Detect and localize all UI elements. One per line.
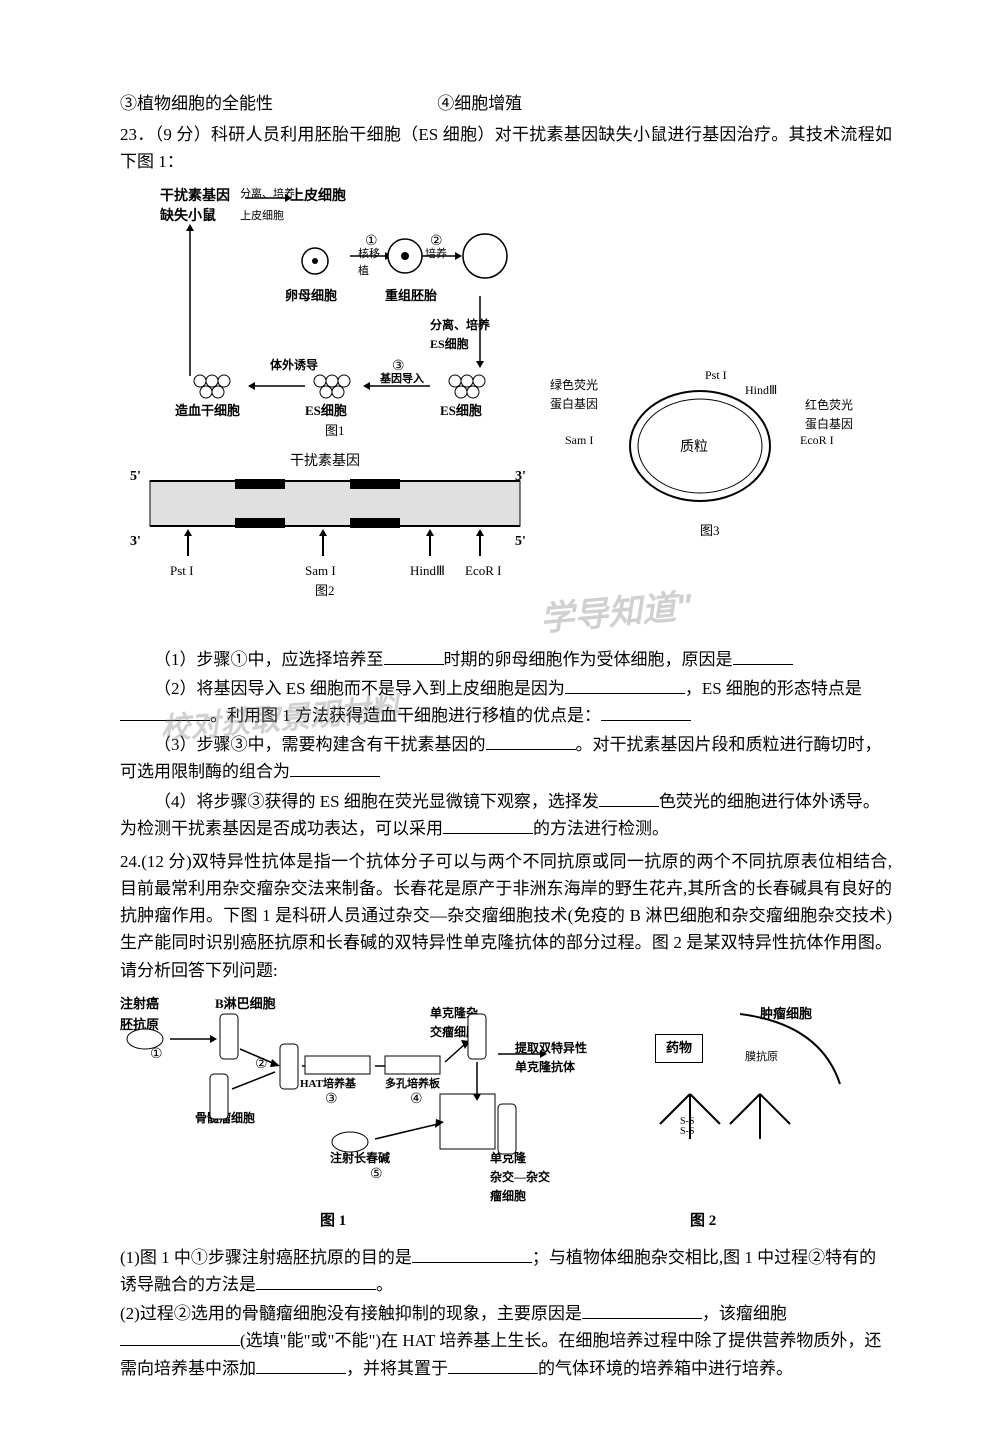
diagram1-container: 干扰素基因 缺失小鼠 上皮细胞 分离、培养 上皮细胞 ① 核移植 ② 培养 卵母… <box>120 186 892 636</box>
diagram2-container: 注射癌胚抗原 B淋巴细胞 ① ② 骨髓瘤细胞 HAT培养基 ③ 多孔培养板 ④ … <box>120 994 892 1234</box>
samI-2: Sam I <box>565 431 593 450</box>
d2-step3: ③ <box>325 1089 338 1111</box>
svg-text:S-S: S-S <box>680 1116 694 1127</box>
b-lymph: B淋巴细胞 <box>215 994 276 1015</box>
fig2-label-d2: 图 2 <box>690 1209 716 1233</box>
tumor-cell: 肿瘤细胞 <box>760 1004 812 1025</box>
label-epithelial-top: 上皮细胞 <box>290 186 346 208</box>
red-fluor: 红色荧光蛋白基因 <box>805 396 853 434</box>
in-vitro: 体外诱导 <box>270 356 318 375</box>
C: C <box>390 486 398 505</box>
hindIII: HindⅢ <box>410 561 445 582</box>
q24-sub1c: 。 <box>376 1275 393 1294</box>
d2-step2: ② <box>255 1054 268 1076</box>
mono-h2: 单克隆杂交—杂交瘤细胞 <box>490 1149 550 1207</box>
culture2: 培养 <box>425 246 447 264</box>
q23-sub3: （3）步骤③中，需要构建含有干扰素基因的。对干扰素基因片段和质粒进行酶切时，可选… <box>120 731 892 785</box>
samI: Sam I <box>305 561 336 582</box>
label-epithelial-left: 上皮细胞 <box>240 208 284 226</box>
es-cell-1: ES细胞 <box>305 401 347 422</box>
interferon-gene: 干扰素基因 <box>290 451 360 473</box>
q24-intro: 24.(12 分)双特异性抗体是指一个抗体分子可以与两个不同抗原或同一抗原的两个… <box>120 848 892 984</box>
q23-sub4: （4）将步骤③获得的 ES 细胞在荧光显微镜下观察，选择发色荧光的细胞进行体外诱… <box>120 788 892 842</box>
q24-sub2d: ，并将其置于 <box>346 1359 448 1378</box>
fig1-label: 图1 <box>325 421 345 442</box>
inject-cancer: 注射癌胚抗原 <box>120 994 159 1036</box>
q24-sub2e: 的气体环境的培养箱中进行培养。 <box>538 1359 793 1378</box>
green-fluor: 绿色荧光蛋白基因 <box>550 376 598 414</box>
mono-hybrid: 单克隆杂交瘤细胞 <box>430 1004 478 1042</box>
t-interferon: 干扰素基因 <box>160 189 230 204</box>
page-content: ③植物细胞的全能性 ④细胞增殖 23．（9 分）科研人员利用胚胎干细胞（ES 细… <box>120 90 892 1382</box>
watermark1: 学导知道" <box>538 579 694 646</box>
q23-sub3a: （3）步骤③中，需要构建含有干扰素基因的 <box>154 735 486 754</box>
q23-sub1a: （1）步骤①中，应选择培养至 <box>154 650 384 669</box>
q24-sub1a: (1)图 1 中①步骤注射癌胚抗原的目的是 <box>120 1248 412 1267</box>
3p-l: 3' <box>130 531 141 553</box>
sep-es: 分离、培养ES细胞 <box>430 316 490 354</box>
svg-text:质粒: 质粒 <box>680 439 708 455</box>
q23-sub2c: 。利用图 1 方法获得造血干细胞进行移植的优点是： <box>210 706 601 725</box>
D: D <box>390 504 399 523</box>
3p-r: 3' <box>515 466 526 488</box>
svg-text:S-S: S-S <box>680 1126 694 1137</box>
plasmid-diagram: 质粒 <box>560 356 820 544</box>
myeloma: 骨髓瘤细胞 <box>195 1109 255 1128</box>
q23-sub2: （2）将基因导入 ES 细胞而不是导入到上皮细胞是因为 ，ES 细胞的形态特点是。… <box>120 675 892 729</box>
membrane-ag: 膜抗原 <box>745 1049 778 1067</box>
5p-r: 5' <box>515 531 526 553</box>
q23-sub4c: 的方法进行检测。 <box>533 819 669 838</box>
nuclear-transfer: 核移植 <box>358 246 380 281</box>
item3: ③植物细胞的全能性 <box>120 90 273 117</box>
q23-intro: 23．（9 分）科研人员利用胚胎干细胞（ES 细胞）对干扰素基因缺失小鼠进行基因… <box>120 121 892 175</box>
hematopoietic: 造血干细胞 <box>175 401 240 422</box>
gene-intro: 基因导入 <box>380 371 424 389</box>
d2-step4: ④ <box>410 1089 423 1111</box>
extract-bi: 提取双特异性单克隆抗体 <box>515 1039 587 1077</box>
q23-subquestions: 校对获取景观材料 （1）步骤①中，应选择培养至时期的卵母细胞作为受体细胞，原因是… <box>120 646 892 842</box>
q23-sub2a: （2）将基因导入 ES 细胞而不是导入到上皮细胞是因为 <box>154 679 565 698</box>
d2-step5: ⑤ <box>370 1164 383 1186</box>
q23-sub2b: ，ES 细胞的形态特点是 <box>685 679 862 698</box>
label-deficient: 缺失小鼠 <box>160 206 216 228</box>
fig2-label: 图2 <box>315 581 335 602</box>
item4: ④细胞增殖 <box>437 94 522 113</box>
hindIII-2: HindⅢ <box>745 381 777 400</box>
q23-sub1b: 时期的卵母细胞作为受体细胞，原因是 <box>444 650 733 669</box>
A: A <box>225 486 234 505</box>
ecoRI: EcoR I <box>465 561 501 582</box>
5p-l: 5' <box>130 466 141 488</box>
q24-sub2b: ，该瘤细胞 <box>702 1304 787 1323</box>
label-sep-culture: 分离、培养 <box>240 186 295 204</box>
d2-step1: ① <box>150 1044 163 1066</box>
fig3-label: 图3 <box>700 521 720 542</box>
oocyte: 卵母细胞 <box>285 286 337 307</box>
drug-box: 药物 <box>655 1034 703 1063</box>
fig1-label-d2: 图 1 <box>320 1209 346 1233</box>
q23-sub1: （1）步骤①中，应选择培养至 时期的卵母细胞作为受体细胞，原因是 <box>120 646 892 673</box>
es-cell-2: ES细胞 <box>440 401 482 422</box>
q24-sub2: (2)过程②选用的骨髓瘤细胞没有接触抑制的现象，主要原因是，该瘤细胞(选填"能"… <box>120 1300 892 1382</box>
recomb: 重组胚胎 <box>385 286 437 307</box>
q24-sub1: (1)图 1 中①步骤注射癌胚抗原的目的是；与植物体细胞杂交相比,图 1 中过程… <box>120 1244 892 1298</box>
pstI-2: Pst I <box>705 366 727 385</box>
q23-sub4a: （4）将步骤③获得的 ES 细胞在荧光显微镜下观察，选择发 <box>154 792 599 811</box>
q24-sub2a: (2)过程②选用的骨髓瘤细胞没有接触抑制的现象，主要原因是 <box>120 1304 582 1323</box>
B: B <box>225 504 233 523</box>
pstI: Pst I <box>170 561 193 582</box>
header-row: ③植物细胞的全能性 ④细胞增殖 <box>120 90 892 117</box>
